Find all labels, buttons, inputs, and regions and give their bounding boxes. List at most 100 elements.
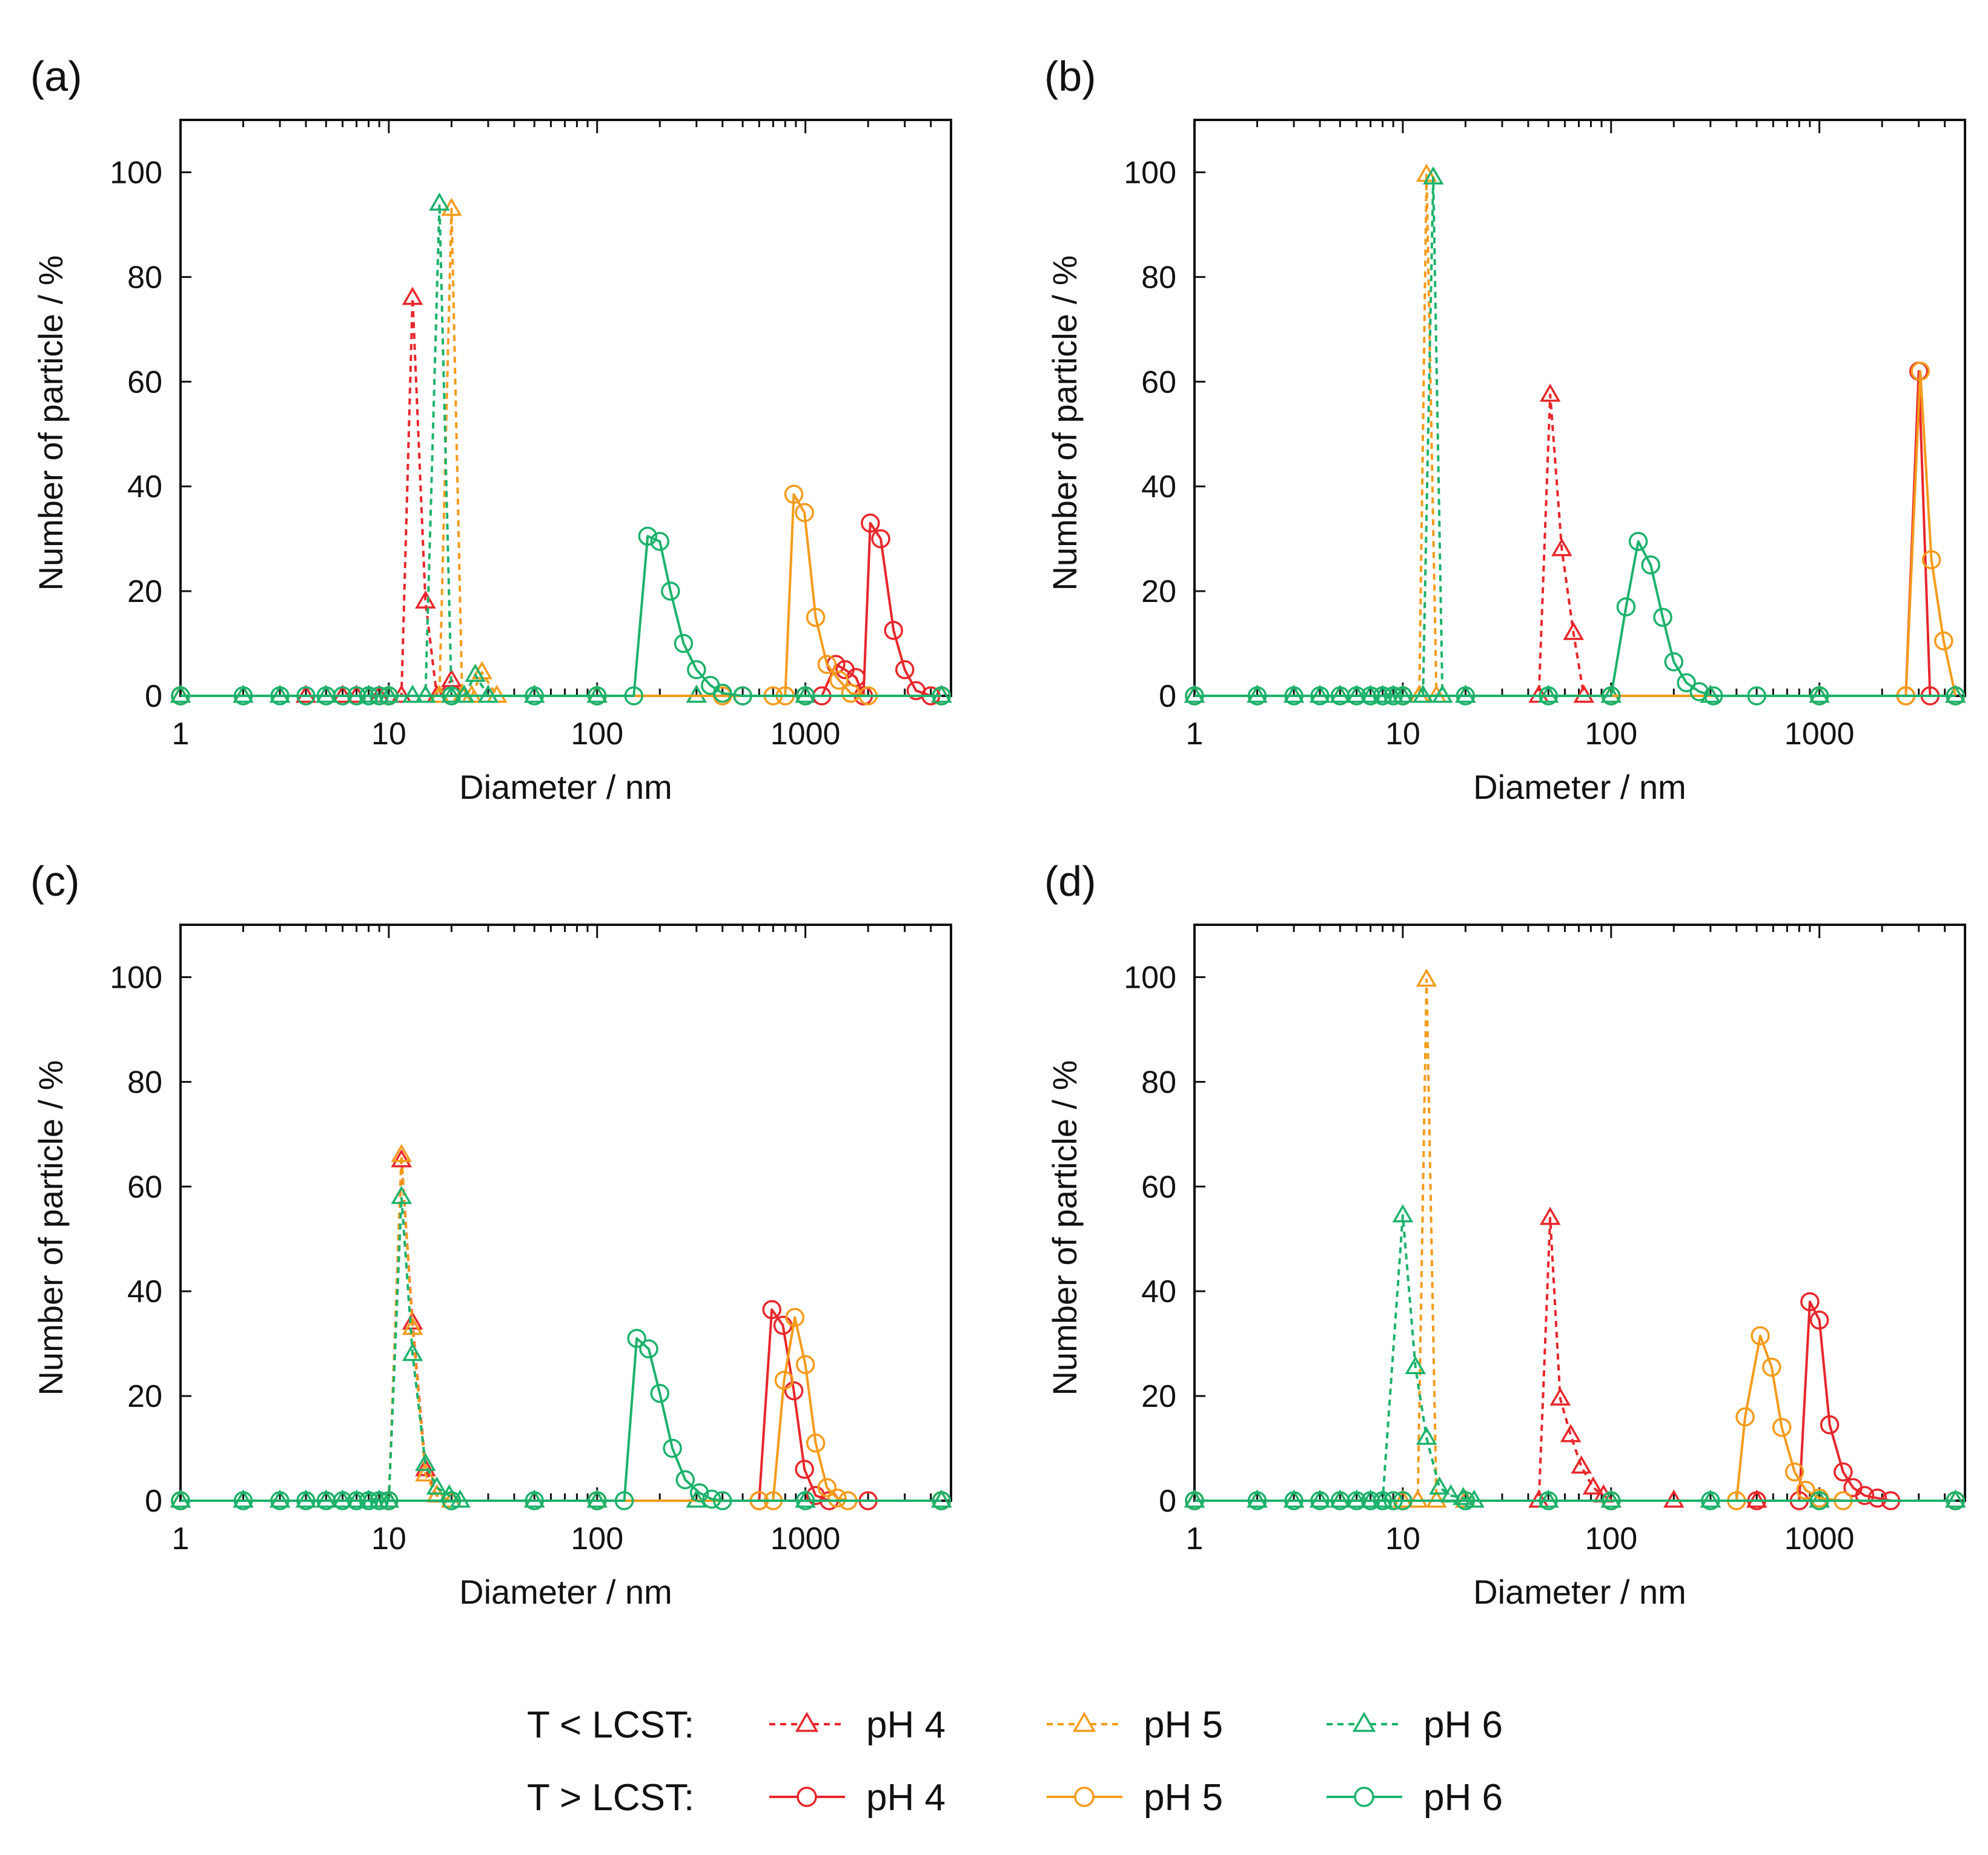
y-tick-label: 80 [1141, 260, 1176, 295]
x-tick-label: 100 [571, 1521, 623, 1556]
data-point-circle [1539, 686, 1558, 706]
data-point-triangle [523, 1489, 545, 1508]
legend-marker-triangle [1072, 1711, 1096, 1732]
y-axis-title: Number of particle / % [31, 1060, 70, 1396]
x-tick-label: 1000 [1784, 716, 1855, 752]
legend-label: pH 6 [1423, 1777, 1503, 1819]
data-point-circle [639, 1339, 658, 1359]
data-point-circle [774, 1371, 794, 1390]
data-point-circle [359, 1491, 379, 1510]
y-tick-label: 60 [1141, 365, 1176, 400]
data-point-triangle [1283, 684, 1305, 703]
data-point-triangle [1944, 1489, 1966, 1508]
data-point-circle [932, 686, 952, 706]
y-tick-label: 40 [1141, 1274, 1176, 1309]
series-line [181, 1337, 942, 1502]
legend-marker-triangle [795, 1711, 819, 1732]
data-point-circle [1747, 686, 1766, 706]
data-point-triangle [1426, 1489, 1447, 1508]
series-ph6-below-lcst [1184, 1204, 1966, 1508]
data-point-triangle [295, 684, 317, 703]
data-point-triangle [465, 663, 486, 682]
data-point-circle [171, 1491, 190, 1510]
data-point-triangle [1537, 1489, 1559, 1508]
data-point-triangle [170, 684, 191, 703]
y-tick-label: 0 [1159, 1484, 1176, 1519]
data-point-triangle [477, 684, 499, 703]
data-point-circle [795, 503, 814, 523]
data-point-circle [762, 1300, 781, 1320]
data-point-triangle [233, 1489, 254, 1508]
series-line [181, 535, 942, 697]
data-point-circle [817, 655, 837, 674]
series-line [181, 202, 942, 697]
data-point-circle [663, 1438, 682, 1458]
chart-panel-d: (d) 1 10 100 1000 0 20 40 60 80 100 Diameter / nm Nu… [1044, 858, 1966, 1611]
data-point-circle [795, 686, 815, 706]
data-point-circle [1347, 686, 1367, 706]
chart-panel-c: (c) 1 10 100 1000 0 20 40 60 80 100 Diameter / nm Nu… [30, 858, 952, 1611]
y-tick-label: 80 [1141, 1065, 1176, 1100]
data-point-triangle [415, 1452, 436, 1471]
data-point-triangle [378, 1489, 400, 1508]
data-point-triangle [686, 1489, 707, 1508]
data-point-triangle [1346, 1489, 1367, 1508]
legend-entry: pH 4 [769, 1704, 946, 1746]
data-point-circle [713, 1491, 732, 1510]
data-point-triangle [1549, 1387, 1571, 1406]
panel-label: (c) [30, 858, 80, 905]
data-point-triangle [1663, 1489, 1685, 1508]
data-point-circle [270, 686, 290, 706]
data-point-circle [1539, 1491, 1558, 1510]
legend-label: pH 6 [1423, 1704, 1503, 1746]
data-point-circle [1185, 686, 1204, 706]
data-point-circle [1360, 686, 1380, 706]
data-point-circle [333, 1491, 353, 1510]
data-point-triangle [415, 684, 436, 703]
data-point-triangle [316, 1489, 337, 1508]
data-point-triangle [1463, 1489, 1485, 1508]
data-point-triangle [1184, 684, 1205, 703]
data-point-circle [369, 1491, 389, 1510]
data-point-circle [525, 1491, 544, 1510]
y-axis-title: Number of particle / % [1045, 1060, 1084, 1396]
data-point-circle [1921, 550, 1941, 569]
y-tick-label: 0 [145, 1484, 162, 1519]
data-point-triangle [1392, 1489, 1414, 1508]
y-axis-title: Number of particle / % [1045, 256, 1084, 591]
data-point-circle [795, 1460, 814, 1479]
data-point-triangle [795, 1489, 816, 1508]
data-point-circle [1664, 652, 1684, 672]
data-point-circle [674, 633, 694, 653]
legend-entry: pH 5 [1047, 1704, 1223, 1746]
data-point-triangle [1809, 684, 1830, 703]
data-point-circle [1602, 686, 1621, 706]
legend-entry: pH 4 [769, 1777, 946, 1819]
data-point-circle [638, 526, 658, 546]
y-tick-label: 20 [1141, 1379, 1176, 1414]
data-point-circle [1809, 686, 1829, 706]
y-axis-title: Number of particle / % [31, 256, 70, 591]
x-tick-label: 1000 [770, 716, 841, 752]
chart-panel-b: (b) 1 10 100 1000 0 20 40 60 80 100 Diameter / nm Nu… [1044, 53, 1966, 806]
data-point-circle [627, 1329, 646, 1348]
data-point-triangle [402, 1311, 423, 1330]
data-point-triangle [1455, 684, 1476, 703]
x-tick-label: 1 [172, 716, 190, 752]
data-point-circle [827, 1488, 847, 1508]
data-point-triangle [391, 1186, 413, 1205]
data-point-triangle [1309, 684, 1331, 703]
y-tick-label: 40 [127, 1274, 162, 1309]
y-tick-label: 0 [145, 679, 162, 714]
data-point-triangle [1346, 684, 1367, 703]
series-line [1194, 173, 1956, 697]
legend-label: pH 4 [866, 1777, 946, 1819]
data-point-circle [795, 1491, 815, 1510]
series-ph6-above-lcst [1185, 532, 1966, 706]
legend: T < LCST: pH 4 pH 5 pH 6 T > LCST: pH 4 pH 5 pH… [527, 1704, 1503, 1819]
data-point-triangle [586, 684, 608, 703]
data-point-circle [1689, 682, 1709, 701]
y-tick-label: 100 [1124, 155, 1176, 190]
data-point-circle [442, 686, 462, 706]
